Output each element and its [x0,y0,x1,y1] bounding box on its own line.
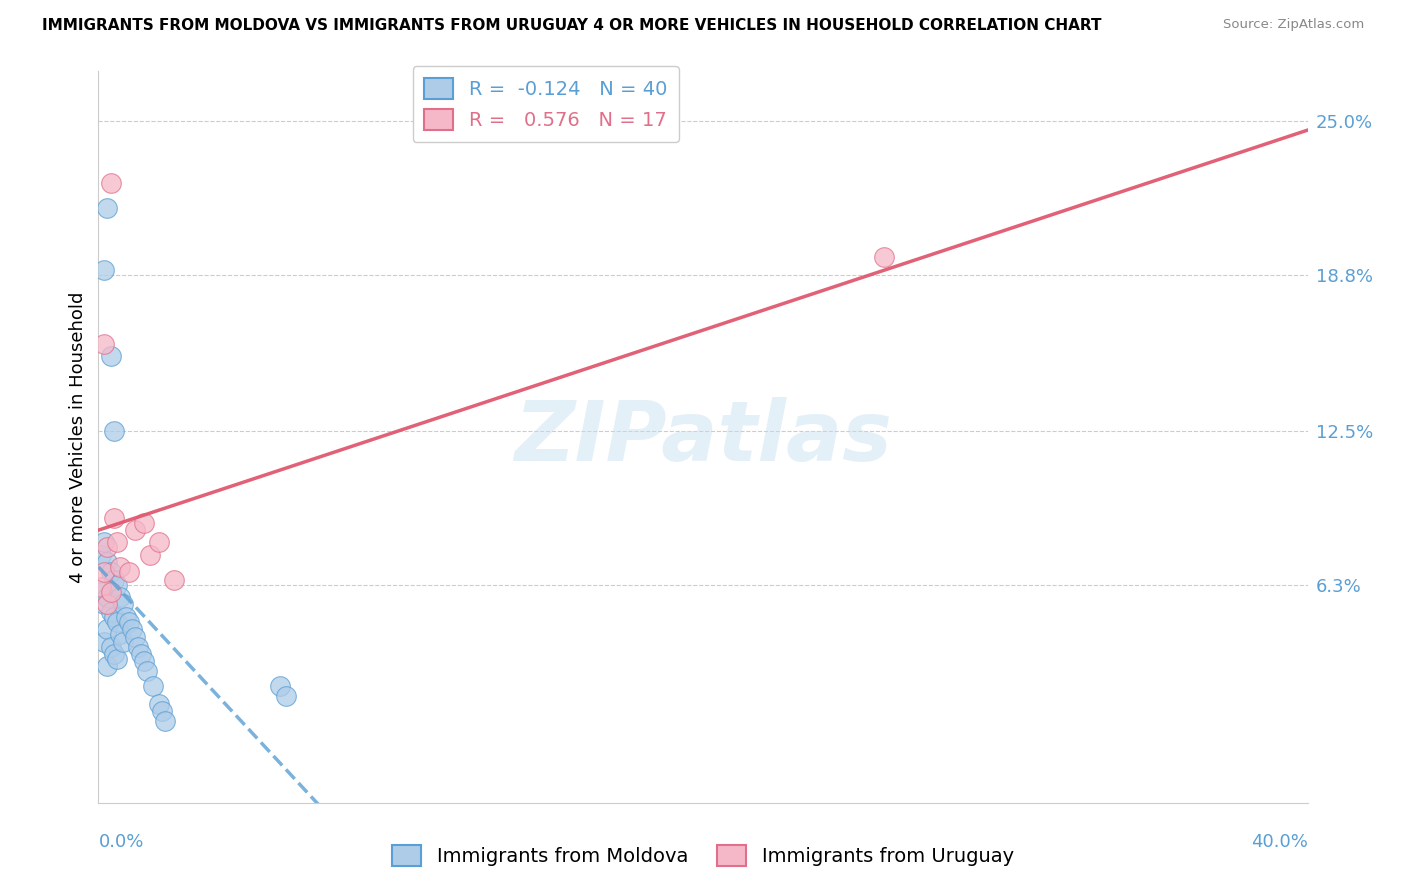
Point [100,605,122,619]
Point [93,634,115,648]
Point [124,523,146,537]
Point [108,627,131,641]
Point [118,615,141,629]
Point [135,665,157,679]
Point [90,548,112,562]
Point [100,350,122,364]
Point [105,615,128,629]
Text: 0.0%: 0.0% [98,832,143,851]
Point [100,176,122,190]
Point [118,565,141,579]
Point [96,555,118,569]
Point [111,598,134,612]
Point [163,573,186,587]
Point [103,424,125,438]
Text: 40.0%: 40.0% [1251,832,1308,851]
Point [132,516,155,530]
Point [139,548,162,562]
Point [105,652,128,666]
Point [274,689,297,703]
Point [129,647,152,661]
Point [148,697,170,711]
Point [96,201,118,215]
Point [103,647,125,661]
Point [269,679,291,693]
Text: ZIPatlas: ZIPatlas [515,397,891,477]
Point [148,535,170,549]
Point [111,634,134,648]
Point [114,610,136,624]
Point [93,598,115,612]
Text: Source: ZipAtlas.com: Source: ZipAtlas.com [1223,18,1364,31]
Point [121,622,143,636]
Point [96,622,118,636]
Point [103,573,125,587]
Point [132,655,155,669]
Point [93,535,115,549]
Text: IMMIGRANTS FROM MOLDOVA VS IMMIGRANTS FROM URUGUAY 4 OR MORE VEHICLES IN HOUSEHO: IMMIGRANTS FROM MOLDOVA VS IMMIGRANTS FR… [42,18,1102,33]
Point [150,704,173,718]
Point [100,585,122,599]
Point [105,577,128,591]
Point [103,510,125,524]
Point [93,337,115,351]
Point [103,610,125,624]
Legend: Immigrants from Moldova, Immigrants from Uruguay: Immigrants from Moldova, Immigrants from… [384,837,1022,873]
Point [100,565,122,579]
Point [90,585,112,599]
Point [873,250,896,264]
Point [108,590,131,604]
Y-axis label: 4 or more Vehicles in Household: 4 or more Vehicles in Household [69,292,87,582]
Point [124,630,146,644]
Point [96,541,118,555]
Point [127,640,149,654]
Point [100,640,122,654]
Point [96,598,118,612]
Point [96,590,118,604]
Point [93,565,115,579]
Point [153,714,176,728]
Point [108,560,131,574]
Point [93,262,115,277]
Point [105,535,128,549]
Point [142,679,165,693]
Point [90,580,112,594]
Point [96,659,118,673]
